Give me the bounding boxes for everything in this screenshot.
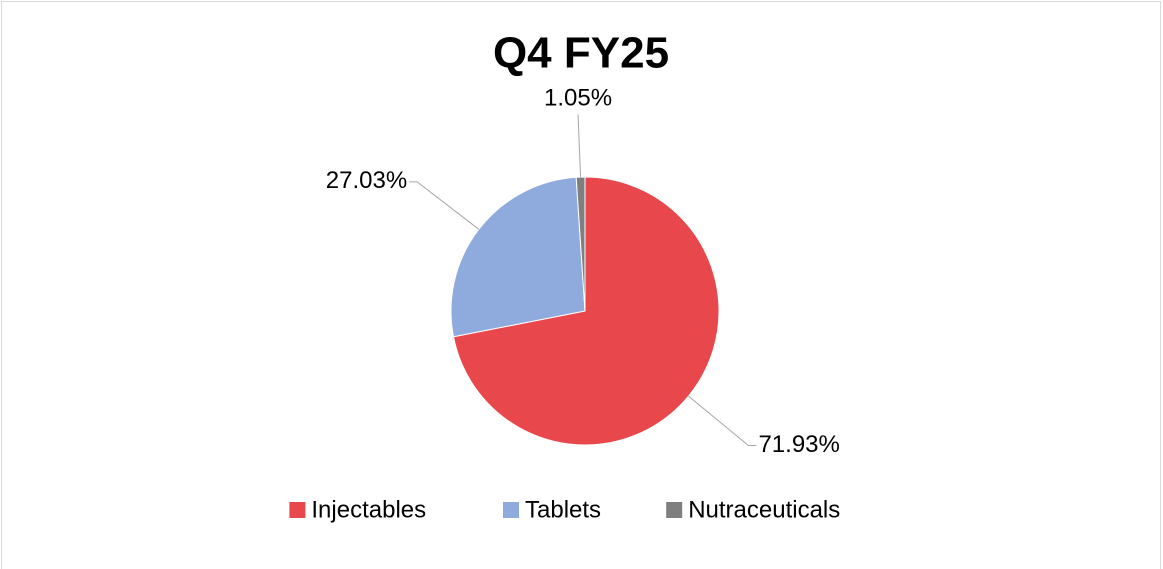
leader-line [577, 114, 582, 178]
leader-line [688, 395, 757, 447]
legend-label: Tablets [525, 496, 601, 523]
data-label: 27.03% [326, 167, 407, 194]
legend-swatch [666, 502, 683, 518]
data-label: 1.05% [544, 85, 612, 112]
pie-slice [452, 176, 720, 446]
legend-swatch [289, 502, 306, 518]
legend-label: Nutraceuticals [688, 496, 840, 523]
leader-line [409, 181, 480, 230]
chart-title: Q4 FY25 [493, 29, 669, 78]
data-label: 71.93% [758, 431, 839, 458]
legend-swatch [503, 502, 519, 518]
legend-label: Injectables [311, 496, 426, 523]
